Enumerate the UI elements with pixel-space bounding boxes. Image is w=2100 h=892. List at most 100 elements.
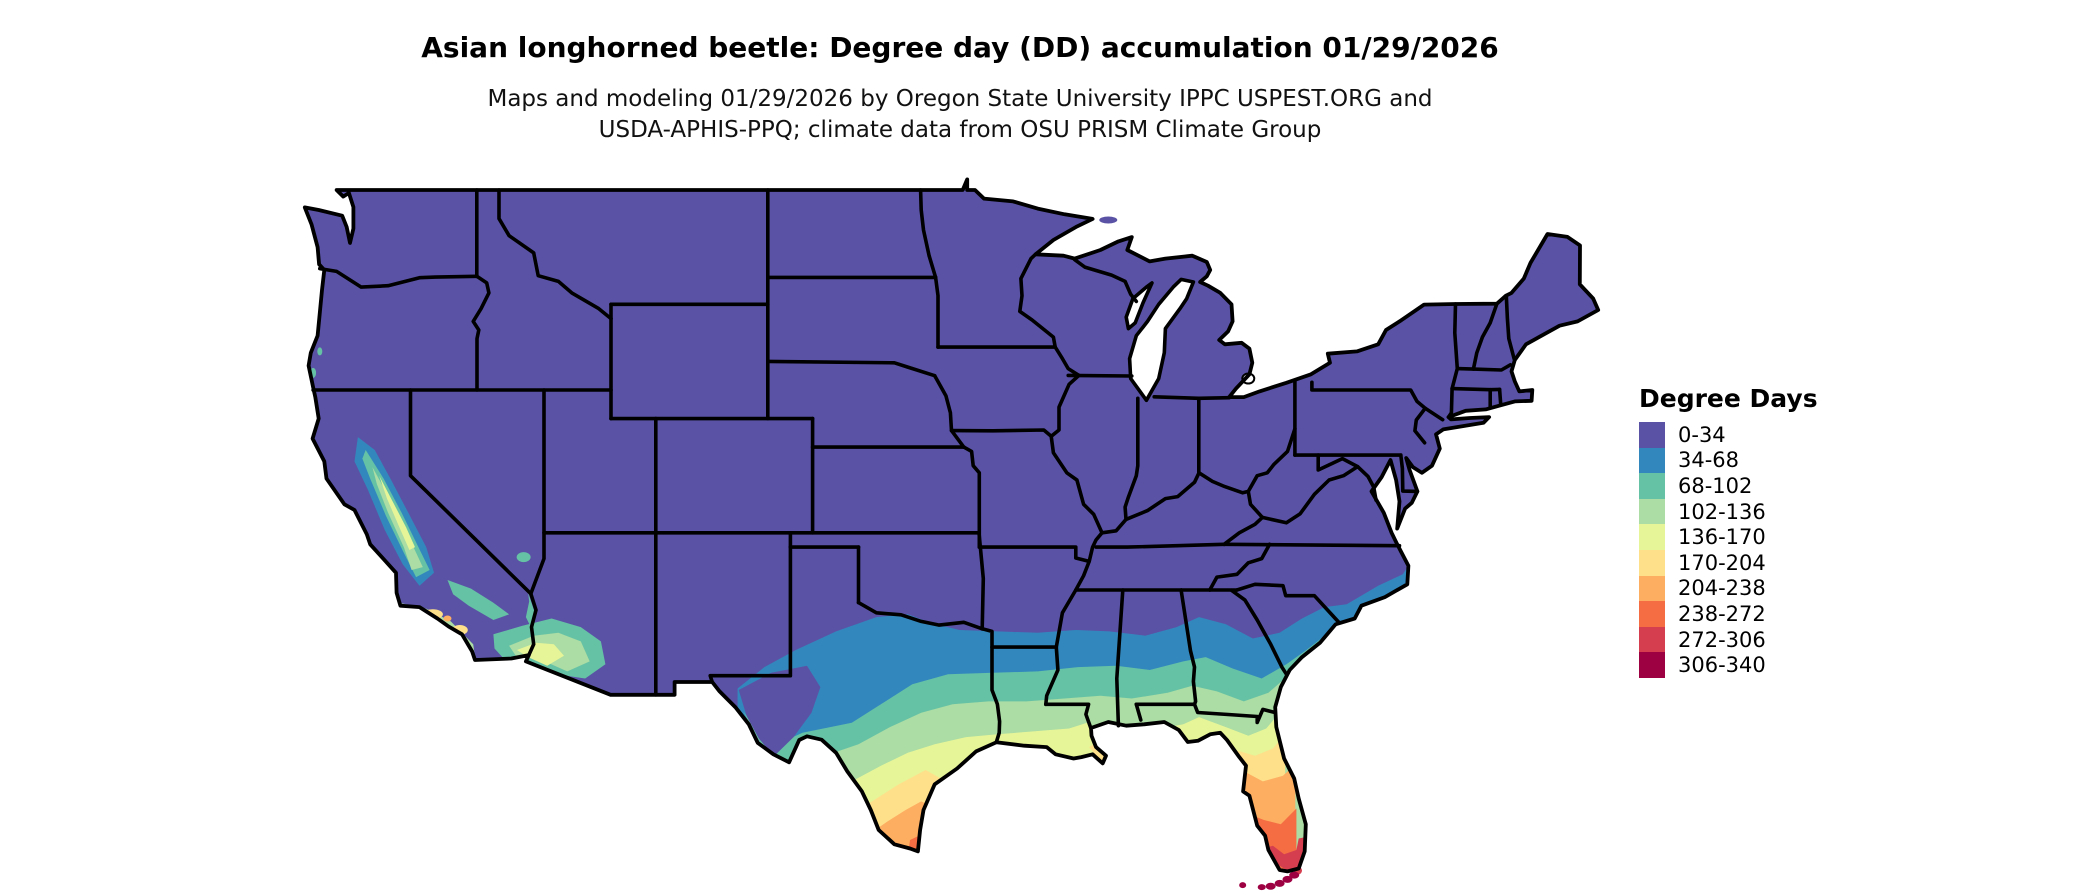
legend-label: 102-136 xyxy=(1678,499,1766,524)
state-border-line xyxy=(766,359,937,378)
state-border-line xyxy=(856,600,984,631)
state-border-line xyxy=(1229,588,1289,677)
page-subtitle: Maps and modeling 01/29/2026 by Oregon S… xyxy=(310,84,1610,146)
degree-day-patch xyxy=(1089,744,1105,763)
keys-dot xyxy=(1265,882,1276,890)
legend-label: 68-102 xyxy=(1678,473,1753,498)
state-border-line xyxy=(1455,363,1513,372)
legend-label: 34-68 xyxy=(1678,448,1740,473)
state-border-line xyxy=(1152,395,1231,401)
legend-row: 0-34 xyxy=(1639,422,1818,448)
legend-label: 306-340 xyxy=(1678,653,1766,678)
legend-row: 170-204 xyxy=(1639,549,1818,576)
legend-rows: 0-34 34-68 68-102 102-136 136-170 170-204 204-… xyxy=(1639,422,1818,678)
state-border-line xyxy=(318,266,479,289)
degree-day-patch xyxy=(743,711,773,755)
degree-day-patch xyxy=(738,665,821,756)
legend-swatch xyxy=(1639,473,1665,499)
legend: Degree Days 0-34 34-68 68-102 102-136 136-17… xyxy=(1639,384,1818,678)
state-border-line xyxy=(1399,453,1420,494)
keys-dot xyxy=(1239,882,1247,889)
legend-label: 204-238 xyxy=(1678,576,1766,601)
legend-label: 170-204 xyxy=(1678,550,1766,575)
degree-day-spot xyxy=(405,614,420,621)
state-border-line xyxy=(1134,702,1143,722)
keys-dot xyxy=(1274,879,1285,887)
legend-swatch xyxy=(1639,549,1665,576)
state-border-line xyxy=(977,531,986,631)
state-border-line xyxy=(1471,301,1499,371)
legend-row: 238-272 xyxy=(1639,601,1818,627)
state-border-line xyxy=(932,373,966,449)
state-border-line xyxy=(918,188,938,280)
state-border-line xyxy=(1018,252,1081,378)
legend-row: 102-136 xyxy=(1639,498,1818,525)
state-border-line xyxy=(1115,588,1125,728)
state-border-line xyxy=(949,428,1053,439)
state-border-line xyxy=(1235,582,1341,625)
legend-row: 136-170 xyxy=(1639,524,1818,550)
degree-day-patch xyxy=(516,642,564,666)
legend-row: 34-68 xyxy=(1639,447,1818,474)
legend-row: 272-306 xyxy=(1639,626,1818,653)
state-border-line xyxy=(408,388,538,657)
degree-day-spot xyxy=(443,615,452,622)
state-border-line xyxy=(980,627,1002,745)
state-border-line xyxy=(1504,293,1516,361)
degree-day-spot xyxy=(516,552,531,563)
page-title: Asian longhorned beetle: Degree day (DD)… xyxy=(421,31,1499,64)
legend-swatch xyxy=(1639,575,1665,602)
state-border-line xyxy=(1446,302,1460,419)
state-border-line xyxy=(471,274,491,392)
keys-dot xyxy=(1257,884,1266,891)
lake xyxy=(1127,277,1196,403)
degree-day-spot xyxy=(440,634,451,641)
state-border-line xyxy=(1222,542,1402,548)
legend-title: Degree Days xyxy=(1639,384,1818,413)
isle-royale xyxy=(1099,216,1118,224)
state-border-line xyxy=(1497,387,1503,407)
degree-day-patch xyxy=(379,475,415,550)
legend-label: 0-34 xyxy=(1678,422,1726,447)
state-border-line xyxy=(1049,373,1104,535)
state-border-line xyxy=(962,445,982,549)
state-border-line xyxy=(1222,489,1265,547)
state-border-line xyxy=(529,388,546,596)
legend-label: 272-306 xyxy=(1678,627,1766,652)
state-border-line xyxy=(1260,464,1360,525)
legend-row: 204-238 xyxy=(1639,575,1818,602)
state-border-line xyxy=(1100,427,1297,535)
legend-swatch xyxy=(1639,447,1665,474)
degree-day-spot xyxy=(416,615,429,622)
legend-swatch xyxy=(1639,422,1665,448)
state-borders xyxy=(311,188,1516,745)
state-border-line xyxy=(1450,386,1502,392)
legend-row: 68-102 xyxy=(1639,473,1818,499)
great-lakes xyxy=(1099,216,1256,403)
legend-row: 306-340 xyxy=(1639,652,1818,678)
state-border-line xyxy=(497,188,613,321)
state-border-line xyxy=(1179,588,1198,707)
legend-label: 136-170 xyxy=(1678,525,1766,550)
state-border-line xyxy=(1123,396,1140,522)
subtitle-line-2: USDA-APHIS-PPQ; climate data from OSU PR… xyxy=(598,117,1322,143)
degree-day-patch xyxy=(447,580,510,620)
state-border-line xyxy=(1310,380,1427,445)
lake xyxy=(1124,281,1154,331)
state-border-line xyxy=(1208,542,1272,592)
state-border-line xyxy=(1423,406,1445,422)
state-border-line xyxy=(1044,702,1093,730)
us-outline xyxy=(302,177,1601,874)
keys-dot xyxy=(1282,875,1293,883)
subtitle-line-1: Maps and modeling 01/29/2026 by Oregon S… xyxy=(487,86,1433,112)
legend-swatch xyxy=(1639,626,1665,653)
legend-swatch xyxy=(1639,601,1665,627)
degree-day-spot xyxy=(317,347,323,356)
legend-swatch xyxy=(1639,498,1665,525)
keys-dot xyxy=(1289,871,1300,879)
legend-swatch xyxy=(1639,524,1665,550)
legend-swatch xyxy=(1639,652,1665,678)
state-border-line xyxy=(933,275,940,349)
